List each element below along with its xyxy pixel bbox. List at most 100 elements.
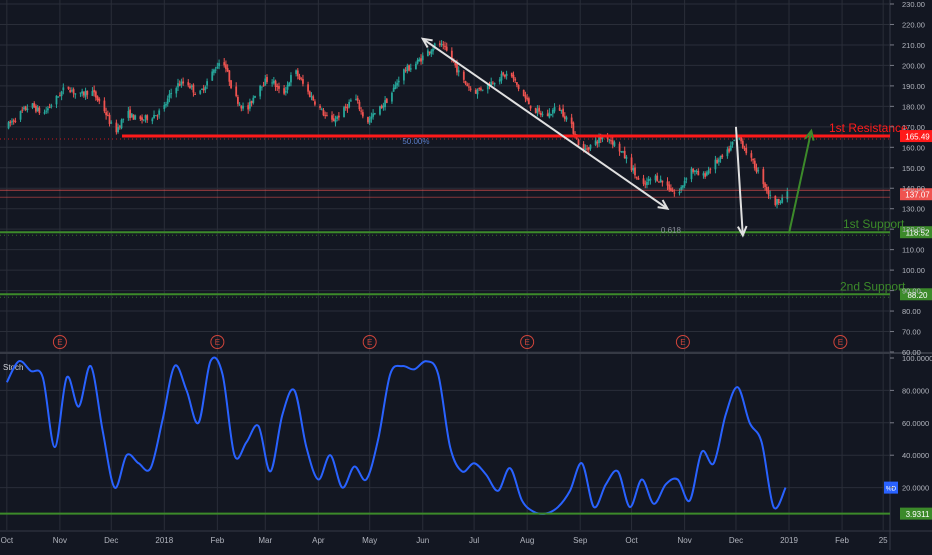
time-axis-label: May <box>362 536 377 545</box>
price-axis-label: 90.00 <box>902 287 921 296</box>
earnings-marker-label: E <box>215 338 220 347</box>
candle-body <box>680 187 683 191</box>
candle-body <box>524 95 527 99</box>
fib-50-label: 50.00% <box>402 137 429 146</box>
time-axis-label: Apr <box>312 536 325 545</box>
candle-body <box>70 90 73 92</box>
candle-body <box>613 142 616 147</box>
candle-body <box>144 115 147 119</box>
candle-body <box>740 136 742 142</box>
candle-body <box>728 148 731 152</box>
candle-body <box>438 43 441 46</box>
candle-body <box>214 69 217 71</box>
candle-body <box>755 167 758 172</box>
arrow-head-start <box>420 37 433 48</box>
candle-body <box>504 74 506 77</box>
candle-body <box>534 107 537 114</box>
candle-body <box>190 85 193 87</box>
candle-body <box>750 153 753 158</box>
candle-body <box>86 90 89 95</box>
candle-body <box>346 107 349 109</box>
candle-body <box>187 82 190 86</box>
candle-body <box>695 170 698 172</box>
candle-body <box>74 93 77 95</box>
price-axis-label: 230.00 <box>902 0 925 9</box>
candle-body <box>468 86 470 88</box>
candle-body <box>705 172 708 176</box>
price-axis-badge-label: 165.49 <box>905 133 930 142</box>
candle-body <box>373 113 376 115</box>
candle-body <box>406 65 409 71</box>
candle-body <box>731 141 734 145</box>
candle-body <box>361 112 364 117</box>
candle-body <box>481 89 484 91</box>
candle-body <box>666 181 669 186</box>
candle-body <box>693 170 696 172</box>
candle-body <box>510 72 513 77</box>
candle-body <box>733 139 736 141</box>
candle-body <box>762 169 765 185</box>
stoch-line <box>5 356 787 515</box>
earnings-marker-label: E <box>524 338 529 347</box>
candle-body <box>611 140 614 145</box>
candle-body <box>228 70 231 82</box>
earnings-marker <box>362 335 377 349</box>
level-label: 1st Support <box>843 217 905 231</box>
candle-body <box>721 155 724 158</box>
stoch-axis-label: 80.0000 <box>902 386 929 395</box>
candle-body <box>656 175 659 182</box>
candle-body <box>620 151 623 153</box>
candle-body <box>180 81 183 85</box>
candle-body <box>358 101 361 110</box>
candle-body <box>661 180 664 183</box>
candlesticks <box>7 40 789 209</box>
candle-body <box>658 181 660 183</box>
candle-body <box>415 63 417 70</box>
candle-body <box>692 168 695 172</box>
candle-body <box>349 100 352 102</box>
candle-body <box>622 151 624 153</box>
candle-body <box>594 140 597 145</box>
candle-body <box>320 108 323 110</box>
candle-body <box>14 120 17 122</box>
candle-body <box>266 77 268 82</box>
candle-body <box>218 63 220 67</box>
candle-body <box>781 197 784 203</box>
candle-body <box>134 115 137 120</box>
candle-body <box>397 80 400 83</box>
candle-body <box>517 84 520 89</box>
candle-body <box>36 107 39 112</box>
candle-body <box>644 183 647 185</box>
candle-body <box>538 107 541 112</box>
candle-body <box>307 84 309 92</box>
candle-body <box>738 137 741 140</box>
candle-body <box>343 107 345 118</box>
time-axis-label: Sep <box>573 536 588 545</box>
candle-body <box>199 90 202 94</box>
candle-body <box>84 90 87 97</box>
candle-body <box>777 198 780 204</box>
arrow-head <box>804 128 815 141</box>
candle-body <box>765 187 768 191</box>
candle-body <box>408 65 410 71</box>
candle-body <box>685 178 688 180</box>
candle-body <box>82 92 85 96</box>
candle-body <box>110 122 113 124</box>
candle-body <box>226 68 229 72</box>
candle-body <box>649 179 652 181</box>
candle-body <box>79 92 82 94</box>
candle-body <box>565 117 568 120</box>
candle-body <box>247 105 250 110</box>
candle-body <box>240 105 243 109</box>
candle-body <box>204 86 207 90</box>
candle-body <box>24 106 27 110</box>
candle-body <box>476 89 479 95</box>
candle-body <box>500 73 503 81</box>
candle-body <box>108 114 111 124</box>
candle-body <box>93 89 96 93</box>
candle-body <box>43 112 46 114</box>
time-axis-label: 2018 <box>155 536 173 545</box>
candle-body <box>91 91 94 96</box>
earnings-marker-label: E <box>367 338 372 347</box>
candle-body <box>683 180 686 186</box>
